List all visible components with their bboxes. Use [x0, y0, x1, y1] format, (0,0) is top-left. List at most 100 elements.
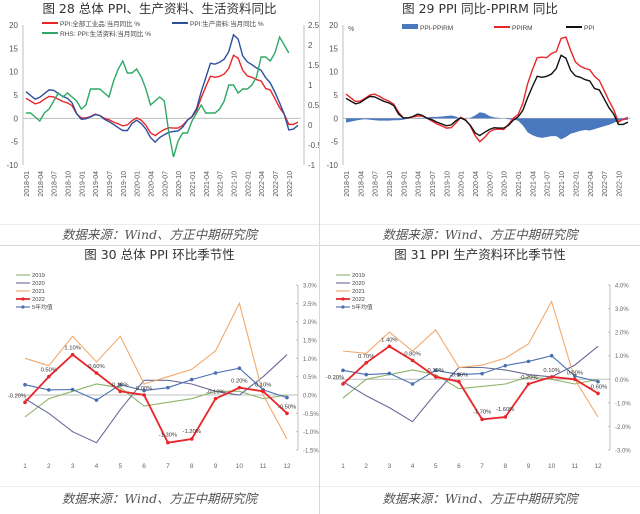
data-point: [94, 371, 99, 375]
x-tick-label: 2018-04: [358, 171, 365, 197]
x-tick-label: 1: [341, 463, 345, 470]
data-label: 0.10%: [428, 368, 444, 374]
data-label: -0.50%: [278, 404, 296, 410]
data-point: [457, 379, 461, 384]
data-label: -1.30%: [159, 433, 177, 439]
x-tick-label: 1: [23, 463, 27, 470]
y-tick-label: 0: [334, 114, 339, 123]
y-tick-label: 20: [9, 21, 18, 30]
data-point: [387, 371, 392, 376]
panel-divider-vertical: [319, 0, 320, 514]
figure-31-chart: -3.0%-2.0%-1.0%0.0%1.0%2.0%3.0%4.0%1 2 3 4 5…: [326, 273, 632, 470]
legend-marker: [21, 297, 25, 301]
x-tick-label: 2020-04: [473, 171, 480, 197]
x-tick-label: 2022-07: [602, 171, 609, 197]
legend-label: 2022: [352, 297, 365, 303]
x-tick-label: 2021-07: [545, 171, 552, 197]
x-tick-label: 2022-01: [573, 171, 580, 197]
data-point: [364, 372, 368, 377]
data-point: [237, 385, 242, 390]
source-divider-top: [0, 224, 640, 225]
series-area-ppi-ppirm: [346, 112, 628, 140]
data-point: [573, 374, 577, 378]
data-point: [70, 352, 75, 357]
data-point: [480, 371, 484, 376]
y-tick-label: 0.5%: [303, 375, 317, 381]
y2-tick-label: 1.5: [308, 61, 319, 70]
figure-29-source: 数据来源：Wind、方正中期研究院: [382, 227, 578, 242]
legend-swatch: [402, 24, 418, 29]
series-line-2022: [24, 353, 288, 444]
legend-marker: [341, 305, 345, 309]
x-tick-label: 2021-10: [559, 171, 566, 197]
x-tick-label: 11: [260, 463, 267, 470]
data-point: [549, 375, 554, 379]
data-point: [596, 391, 600, 396]
x-tick-label: 2020-01: [459, 171, 466, 197]
data-point: [457, 372, 461, 377]
y2-tick-label: 2: [308, 41, 313, 50]
x-tick-label: 9: [527, 463, 531, 470]
y-tick-label: 3.0%: [615, 307, 629, 313]
x-tick-label: 2022-04: [259, 171, 266, 197]
series-line-2: [345, 54, 629, 137]
legend-label: 2022: [32, 297, 45, 303]
x-tick-label: 2019-07: [430, 171, 437, 197]
legend-label: 5年均值: [32, 303, 53, 311]
x-tick-label: 2018-10: [387, 171, 394, 197]
data-point: [237, 366, 242, 371]
x-tick-label: 12: [283, 463, 291, 470]
legend-label: PPI:生产资料:当月同比 %: [190, 19, 264, 28]
data-point: [433, 375, 438, 379]
x-tick-label: 2020-04: [148, 171, 155, 197]
series-line-2020: [342, 345, 599, 423]
figure-30-title: 图 30 总体 PPI 环比季节性: [84, 247, 235, 262]
legend-label: PPI: [584, 25, 595, 32]
x-tick-label: 5: [434, 463, 438, 470]
data-label: -0.20%: [519, 375, 537, 381]
x-tick-label: 12: [594, 463, 602, 470]
data-point: [23, 400, 27, 405]
data-label: 0.50%: [41, 368, 57, 374]
x-tick-label: 2020-10: [502, 171, 509, 197]
x-tick-label: 4: [95, 463, 99, 470]
x-tick-label: 2019-07: [107, 171, 114, 197]
data-point: [47, 388, 51, 392]
x-tick-label: 2018-07: [52, 171, 59, 197]
data-label: 0.60%: [88, 364, 104, 370]
x-tick-label: 2022-10: [287, 171, 294, 197]
data-label: 0.10%: [543, 368, 559, 374]
panel-divider-mid: [0, 245, 640, 246]
data-point: [118, 389, 123, 394]
data-label: -1.20%: [183, 429, 201, 435]
y-tick-label: -1.0%: [615, 401, 631, 407]
figure-30-chart: -1.5% -1.0% -0.5% 0.0% 0.5% 1.0% 1.5% 2.0% 2.5% 3…: [8, 273, 319, 470]
series-line-5年均值: [24, 367, 288, 401]
x-tick-label: 9: [214, 463, 218, 470]
y-tick-label: 10: [9, 68, 18, 77]
legend-label: 2020: [32, 281, 45, 287]
data-point: [166, 385, 170, 390]
data-label: -0.10%: [450, 373, 468, 379]
x-tick-label: 2: [47, 463, 51, 470]
data-point: [526, 382, 531, 386]
y-tick-label: -2.0%: [615, 425, 631, 431]
figure-29: 图 29 PPI 同比-PPIRM 同比 -10 -5 0 5 10 15 20% 2018-…: [320, 0, 640, 245]
data-point: [142, 388, 146, 393]
data-point: [47, 374, 51, 379]
x-tick-label: 3: [388, 463, 392, 470]
y-tick-label: 3.0%: [303, 284, 317, 290]
data-label: -0.20%: [8, 393, 26, 399]
data-label: 0.70%: [358, 354, 374, 360]
figure-31: 图 31 PPI 生产资料环比季节性 -3.0% -2.0% -1.0% 0.0% 1.…: [320, 246, 640, 514]
y-tick-label: -0.5%: [303, 412, 319, 418]
figure-28-title: 图 28 总体 PPI、生产资料、生活资料同比: [42, 1, 277, 16]
y-tick-label: 2.0%: [303, 320, 317, 326]
data-point: [166, 440, 170, 445]
x-tick-label: 2022-04: [588, 171, 595, 197]
data-label: 0.00%: [567, 370, 583, 376]
data-label: 0.10%: [112, 382, 128, 388]
data-label: 0.20%: [231, 379, 247, 385]
y2-tick-label: 2.5: [308, 21, 319, 30]
data-point: [341, 382, 345, 386]
